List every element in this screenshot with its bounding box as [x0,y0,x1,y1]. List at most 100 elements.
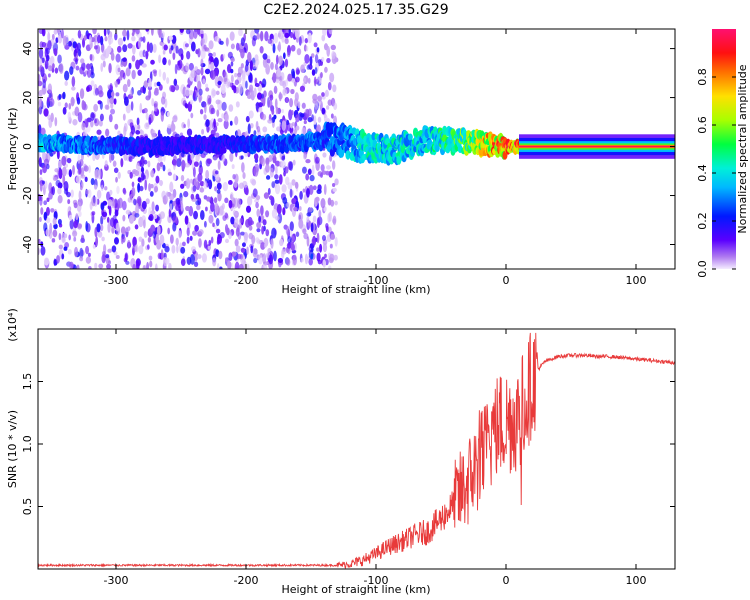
heatmap-cell [128,214,135,224]
heatmap-cell [312,93,318,101]
heatmap-cell [322,259,327,268]
heatmap-cell [227,180,233,185]
heatmap-cell [116,185,120,195]
heatmap-cell [254,54,259,62]
heatmap-cell [52,229,58,238]
heatmap-cell [272,43,276,54]
heatmap-cell [72,230,78,237]
heatmap-cell [184,162,191,168]
heatmap-cell [45,228,50,237]
heatmap-cell [139,102,143,113]
heatmap-cell [106,216,110,224]
heatmap-cell [115,255,120,260]
y-tick-label: 20 [21,91,34,105]
heatmap-cell [175,197,181,206]
heatmap-cell [315,196,320,203]
heatmap-cell [49,222,53,234]
heatmap-cell [41,29,46,37]
heatmap-cell [241,162,245,173]
heatmap-cell [92,29,97,35]
heatmap-cell [198,94,203,102]
heatmap-cell [109,217,115,228]
colorbar-gradient [712,29,736,269]
heatmap-cell [199,108,204,115]
heatmap-cell [110,102,114,109]
heatmap-cell [106,45,112,54]
colorbar-tick-label: 0.4 [696,164,709,182]
heatmap-cell [200,153,206,159]
colorbar: 0.0 0.2 0.4 0.6 0.8 Normalized spectral ampl… [696,29,749,278]
heatmap-cell [229,152,234,163]
heatmap-cell [329,72,335,83]
heatmap-cell [206,196,211,202]
heatmap-cell [148,215,153,221]
heatmap-cell [302,166,307,174]
heatmap-cell [217,160,221,171]
heatmap-cell [215,99,221,105]
heatmap-cell [262,219,267,226]
heatmap-cell [135,29,140,35]
heatmap-cell [183,123,187,129]
heatmap-cell [193,261,199,268]
heatmap-cell [281,248,287,255]
heatmap-cell [328,155,333,162]
snr-series-line [38,332,675,569]
heatmap-cell [58,168,63,180]
y-tick-label: -20 [21,187,34,205]
spectrogram-x-label: Height of straight line (km) [281,283,430,296]
heatmap-cell [107,221,111,233]
heatmap-cell [320,198,326,209]
spectrogram-frame [37,28,676,270]
heatmap-cell [275,165,278,175]
heatmap-cell [153,82,158,87]
heatmap-cell [306,64,311,70]
heatmap-cell [141,200,147,210]
heatmap-cell [200,66,204,76]
heatmap-cell [184,43,189,48]
heatmap-cell [135,202,139,214]
heatmap-cell [235,101,240,108]
heatmap-cell [237,66,243,76]
heatmap-cell [294,181,299,189]
heatmap-cell [325,165,331,170]
heatmap-cell [73,246,79,258]
heatmap-cell [282,88,288,96]
heatmap-cell [178,229,182,239]
heatmap-cell [265,175,271,180]
heatmap-cell [312,215,317,223]
y-tick-label: 1.5 [21,373,34,391]
heatmap-cell [197,48,201,58]
heatmap-cell [134,170,140,177]
heatmap-cell [144,122,150,130]
heatmap-cell [91,211,96,216]
heatmap-cell [190,69,196,79]
heatmap-cell [324,89,329,98]
heatmap-cell [216,109,220,117]
heatmap-cell [159,211,165,220]
heatmap-cell [40,246,46,256]
heatmap-cell [202,78,206,85]
heatmap-cell [291,121,295,127]
heatmap-cell [258,107,262,113]
heatmap-cell [270,238,274,249]
heatmap-cell [246,246,249,255]
heatmap-cell [303,77,307,83]
x-tick-label: 0 [503,574,510,587]
heatmap-cell [326,45,331,57]
heatmap-cell [294,76,300,83]
heatmap-cell [240,155,244,160]
heatmap-cell [107,96,110,106]
heatmap-cell [94,118,97,124]
heatmap-cell [203,239,208,249]
heatmap-cell [49,98,55,107]
heatmap-cell [289,31,294,39]
heatmap-cell [290,88,295,95]
heatmap-cell [217,118,223,123]
heatmap-cell [190,246,197,252]
heatmap-cell [169,193,175,201]
heatmap-cell [251,37,256,47]
heatmap-cell [200,48,206,60]
heatmap-cell [43,211,48,221]
heatmap-cell [321,234,327,241]
heatmap-cell [98,263,104,269]
